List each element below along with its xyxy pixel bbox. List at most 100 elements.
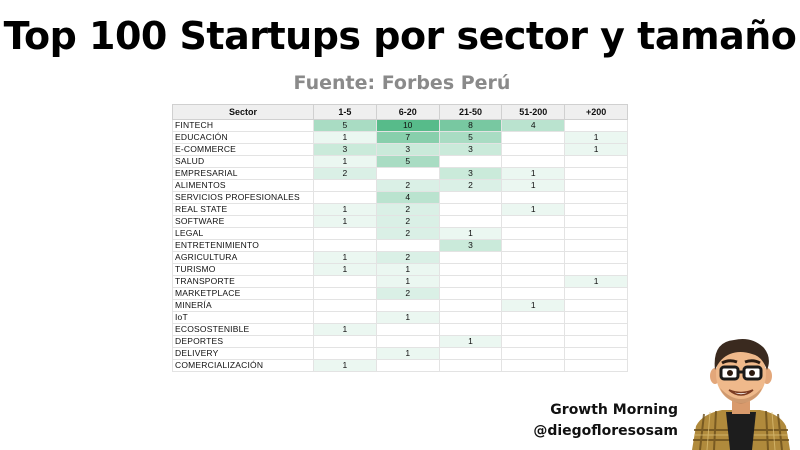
sector-label: TURISMO bbox=[172, 263, 314, 276]
sector-label: IoT bbox=[172, 311, 314, 324]
heat-cell bbox=[375, 299, 440, 312]
table-row: SALUD 1 5 bbox=[172, 155, 628, 168]
heat-cell bbox=[438, 203, 503, 216]
heat-cell bbox=[313, 287, 377, 300]
heat-cell: 2 bbox=[313, 167, 377, 180]
heat-cell: 1 bbox=[438, 227, 503, 240]
heat-cell bbox=[313, 335, 377, 348]
heat-cell bbox=[564, 179, 628, 192]
heat-cell bbox=[564, 119, 628, 132]
sector-label: SALUD bbox=[172, 155, 314, 168]
heat-cell: 1 bbox=[375, 263, 440, 276]
heat-cell bbox=[501, 287, 566, 300]
heat-cell bbox=[438, 311, 503, 324]
heat-cell: 2 bbox=[375, 179, 440, 192]
table-row: IoT 1 bbox=[172, 311, 628, 324]
heat-cell: 3 bbox=[438, 167, 503, 180]
sector-label: EMPRESARIAL bbox=[172, 167, 314, 180]
sector-label: ECOSOSTENIBLE bbox=[172, 323, 314, 336]
sector-label: MARKETPLACE bbox=[172, 287, 314, 300]
table-row: ALIMENTOS 2 2 1 bbox=[172, 179, 628, 192]
heat-cell: 1 bbox=[501, 203, 566, 216]
heat-cell bbox=[313, 179, 377, 192]
table-row: TURISMO 1 1 bbox=[172, 263, 628, 276]
heat-cell bbox=[438, 299, 503, 312]
table-row: COMERCIALIZACIÓN 1 bbox=[172, 359, 628, 372]
heat-cell bbox=[501, 251, 566, 264]
heat-cell: 1 bbox=[564, 143, 628, 156]
column-header-2: 21-50 bbox=[438, 104, 503, 120]
heat-cell: 7 bbox=[375, 131, 440, 144]
heat-cell: 1 bbox=[313, 203, 377, 216]
table-row: AGRICULTURA 1 2 bbox=[172, 251, 628, 264]
heat-cell bbox=[564, 239, 628, 252]
heat-cell bbox=[501, 335, 566, 348]
heat-cell: 2 bbox=[375, 203, 440, 216]
heat-cell: 3 bbox=[438, 239, 503, 252]
heat-cell bbox=[501, 215, 566, 228]
sector-label: MINERÍA bbox=[172, 299, 314, 312]
heat-cell: 3 bbox=[313, 143, 377, 156]
sector-label: ALIMENTOS bbox=[172, 179, 314, 192]
column-header-sector: Sector bbox=[172, 104, 314, 120]
heat-cell: 1 bbox=[564, 131, 628, 144]
heat-cell bbox=[564, 191, 628, 204]
heat-cell bbox=[501, 347, 566, 360]
heat-cell: 5 bbox=[438, 131, 503, 144]
page-subtitle: Fuente: Forbes Perú bbox=[293, 72, 511, 94]
table-row: ECOSOSTENIBLE 1 bbox=[172, 323, 628, 336]
sector-label: AGRICULTURA bbox=[172, 251, 314, 264]
heat-cell bbox=[438, 263, 503, 276]
heat-cell: 2 bbox=[375, 227, 440, 240]
heat-cell bbox=[564, 335, 628, 348]
heat-cell bbox=[438, 191, 503, 204]
heat-cell: 10 bbox=[375, 119, 440, 132]
heatmap-table: Sector 1-5 6-20 21-50 51-200 +200 FINTECH 5 10… bbox=[172, 104, 628, 372]
heat-cell: 4 bbox=[375, 191, 440, 204]
heat-cell bbox=[564, 167, 628, 180]
heat-cell bbox=[375, 359, 440, 372]
heat-cell bbox=[501, 155, 566, 168]
heat-cell: 1 bbox=[313, 263, 377, 276]
heat-cell bbox=[438, 323, 503, 336]
sector-label: COMERCIALIZACIÓN bbox=[172, 359, 314, 372]
table-row: EDUCACIÓN 1 7 5 1 bbox=[172, 131, 628, 144]
heat-cell bbox=[564, 263, 628, 276]
table-row: LEGAL 2 1 bbox=[172, 227, 628, 240]
heat-cell bbox=[313, 275, 377, 288]
heat-cell bbox=[313, 191, 377, 204]
sector-label: ENTRETENIMIENTO bbox=[172, 239, 314, 252]
sector-label: DEPORTES bbox=[172, 335, 314, 348]
heat-cell: 1 bbox=[375, 311, 440, 324]
column-header-0: 1-5 bbox=[313, 104, 377, 120]
heat-cell: 1 bbox=[501, 299, 566, 312]
heat-cell: 1 bbox=[438, 335, 503, 348]
heat-cell: 3 bbox=[375, 143, 440, 156]
heat-cell: 3 bbox=[438, 143, 503, 156]
heat-cell bbox=[438, 287, 503, 300]
column-header-1: 6-20 bbox=[375, 104, 440, 120]
heat-cell bbox=[501, 131, 566, 144]
sector-label: FINTECH bbox=[172, 119, 314, 132]
heat-cell bbox=[501, 227, 566, 240]
heat-cell: 5 bbox=[375, 155, 440, 168]
column-header-4: +200 bbox=[564, 104, 628, 120]
sector-label: SOFTWARE bbox=[172, 215, 314, 228]
heat-cell bbox=[564, 323, 628, 336]
header-row: Sector 1-5 6-20 21-50 51-200 +200 bbox=[172, 104, 628, 120]
heat-cell bbox=[375, 239, 440, 252]
heat-cell: 1 bbox=[313, 251, 377, 264]
table-row: MINERÍA 1 bbox=[172, 299, 628, 312]
heat-cell: 2 bbox=[438, 179, 503, 192]
heatmap-body: FINTECH 5 10 8 4 EDUCACIÓN 1 7 5 1 E-COMMERCE 3 3 3 1 S… bbox=[172, 119, 628, 372]
heat-cell: 5 bbox=[313, 119, 377, 132]
heat-cell bbox=[501, 239, 566, 252]
heat-cell bbox=[564, 311, 628, 324]
heat-cell bbox=[564, 359, 628, 372]
heat-cell: 2 bbox=[375, 215, 440, 228]
heat-cell bbox=[313, 347, 377, 360]
heat-cell: 1 bbox=[375, 347, 440, 360]
avatar bbox=[692, 339, 790, 450]
table-row: EMPRESARIAL 2 3 1 bbox=[172, 167, 628, 180]
heat-cell bbox=[564, 347, 628, 360]
